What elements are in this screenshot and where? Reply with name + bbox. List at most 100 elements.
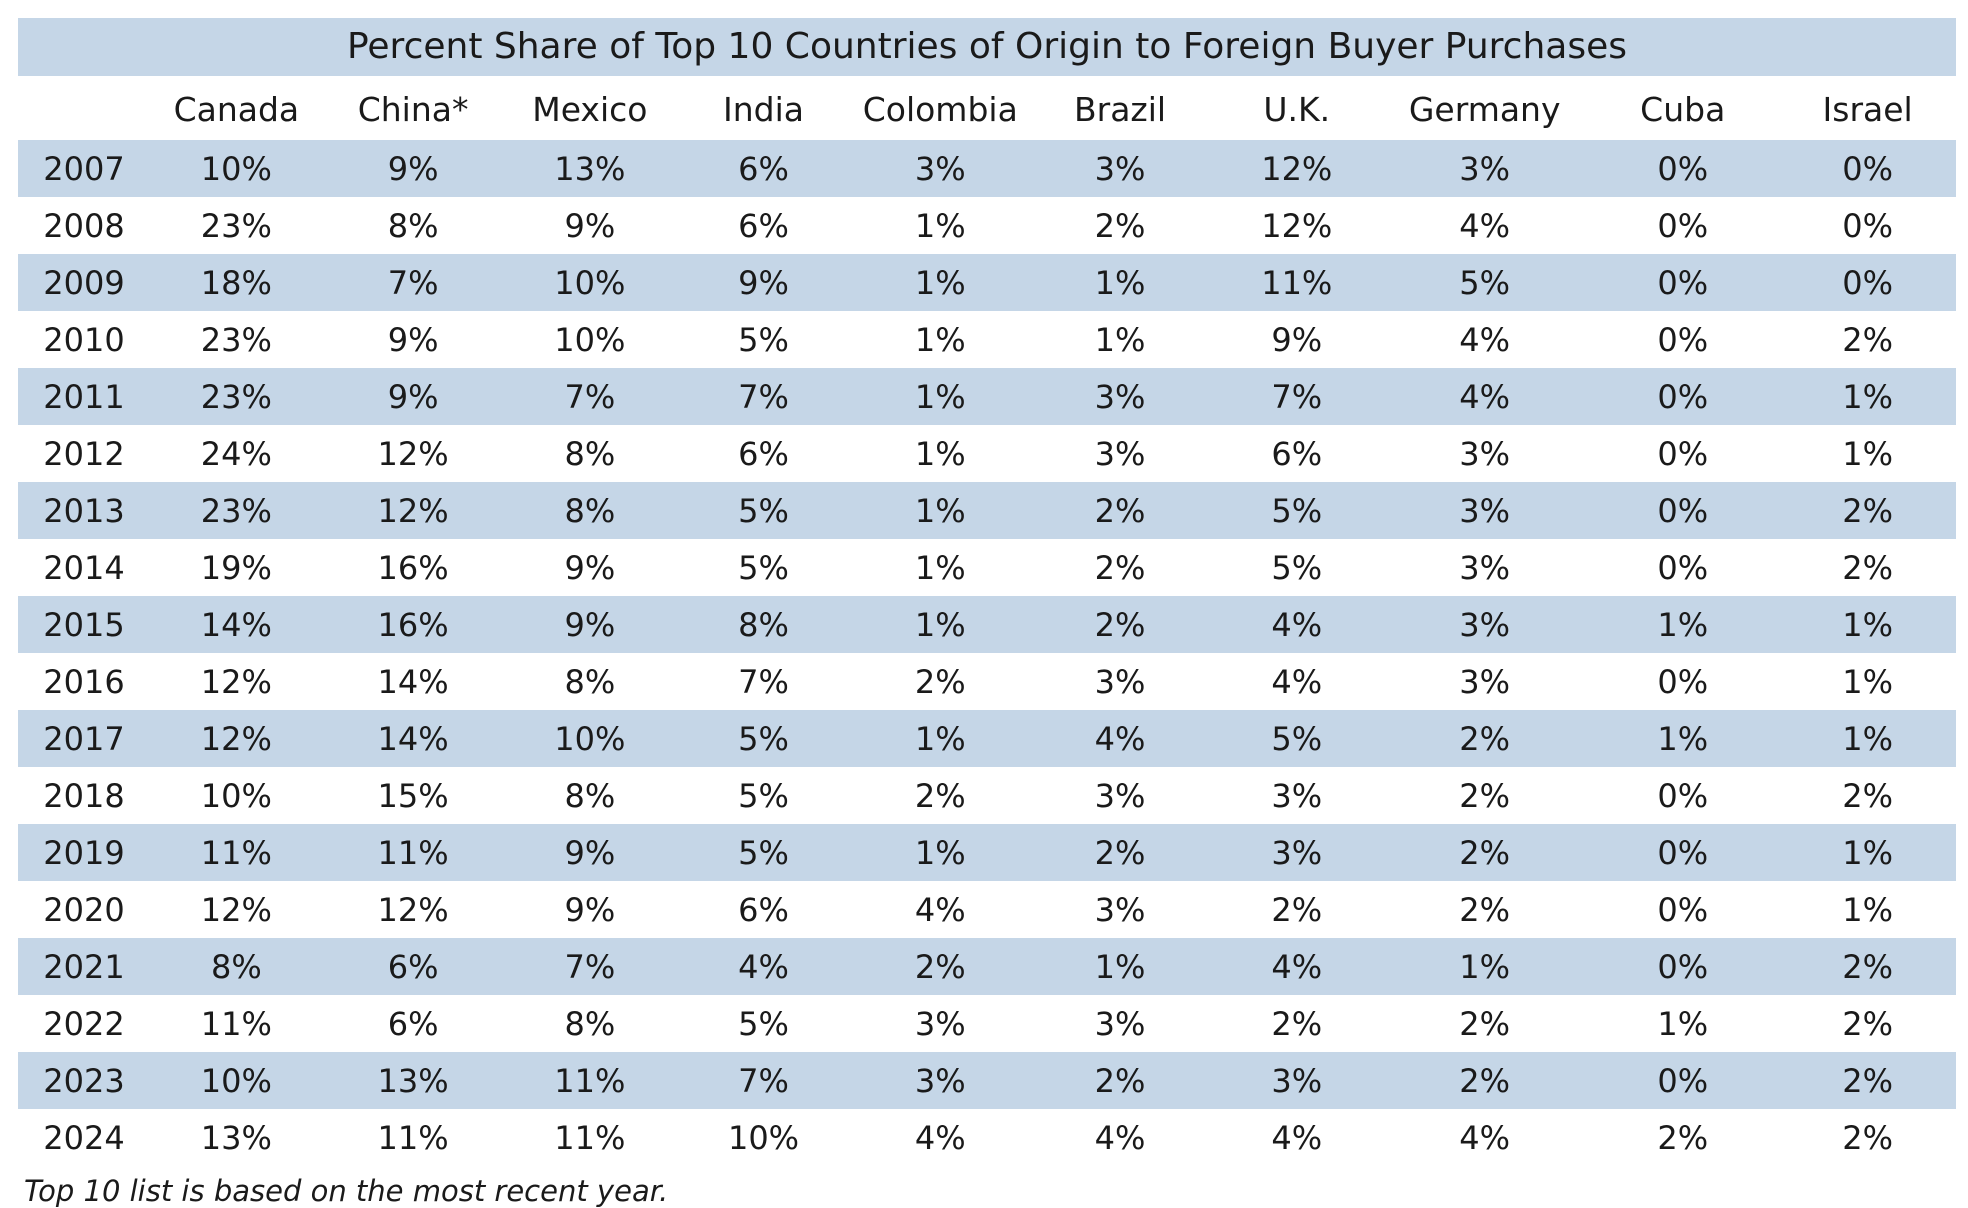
value-cell: 2%	[1094, 1061, 1146, 1100]
value-cell: 4%	[1094, 1118, 1146, 1157]
table-row: 2008 23% 8% 9% 6% 1% 2% 12% 4% 0% 0%	[18, 197, 1956, 254]
value-cell: 23%	[200, 320, 272, 359]
value-cell: 6%	[738, 149, 789, 188]
value-cell: 4%	[1271, 662, 1323, 701]
value-cell: 2%	[1094, 548, 1146, 587]
value-cell: 2%	[1842, 1061, 1893, 1100]
value-cell: 1%	[1657, 605, 1709, 644]
value-cell: 3%	[1094, 776, 1146, 815]
value-cell: 3%	[1094, 377, 1146, 416]
value-cell: 2%	[1842, 776, 1893, 815]
value-cell: 4%	[914, 890, 966, 929]
value-cell: 9%	[738, 263, 789, 302]
value-cell: 2%	[1094, 491, 1146, 530]
column-header: Mexico	[532, 89, 648, 129]
column-header: Germany	[1408, 89, 1561, 129]
table-row: 2024 13% 11% 11% 10% 4% 4% 4% 4% 2% 2%	[18, 1109, 1956, 1166]
value-cell: 6%	[738, 434, 789, 473]
value-cell: 1%	[914, 377, 966, 416]
value-cell: 8%	[738, 605, 789, 644]
table-row: 2023 10% 13% 11% 7% 3% 2% 3% 2% 0% 2%	[18, 1052, 1956, 1109]
value-cell: 4%	[914, 1118, 966, 1157]
value-cell: 9%	[387, 377, 439, 416]
value-cell: 4%	[738, 947, 789, 986]
value-cell: 12%	[1261, 206, 1333, 245]
column-header: China*	[357, 89, 469, 129]
value-cell: 9%	[564, 548, 616, 587]
value-cell: 0%	[1657, 491, 1709, 530]
value-cell: 9%	[387, 149, 439, 188]
value-cell: 9%	[387, 320, 439, 359]
year-cell: 2012	[43, 434, 125, 473]
value-cell: 9%	[1271, 320, 1323, 359]
value-cell: 2%	[1271, 1004, 1323, 1043]
value-cell: 1%	[1842, 719, 1893, 758]
column-header: U.K.	[1263, 89, 1331, 129]
value-cell: 3%	[1459, 548, 1511, 587]
value-cell: 5%	[738, 548, 789, 587]
year-cell: 2019	[43, 833, 125, 872]
value-cell: 4%	[1459, 206, 1511, 245]
value-cell: 3%	[1459, 662, 1511, 701]
value-cell: 11%	[377, 833, 449, 872]
year-cell: 2021	[43, 947, 125, 986]
value-cell: 5%	[1271, 719, 1323, 758]
value-cell: 18%	[200, 263, 272, 302]
value-cell: 5%	[738, 491, 789, 530]
value-cell: 7%	[1271, 377, 1323, 416]
year-cell: 2014	[43, 548, 125, 587]
value-cell: 10%	[200, 149, 272, 188]
value-cell: 2%	[1842, 548, 1893, 587]
year-cell: 2023	[43, 1061, 125, 1100]
value-cell: 7%	[738, 1061, 789, 1100]
table-row: 2012 24% 12% 8% 6% 1% 3% 6% 3% 0% 1%	[18, 425, 1956, 482]
value-cell: 1%	[1842, 377, 1893, 416]
value-cell: 0%	[1657, 263, 1709, 302]
year-cell: 2013	[43, 491, 125, 530]
value-cell: 2%	[1842, 320, 1893, 359]
value-cell: 1%	[1657, 1004, 1709, 1043]
value-cell: 1%	[1842, 662, 1893, 701]
data-table: Percent Share of Top 10 Countries of Ori…	[18, 18, 1956, 1166]
value-cell: 10%	[554, 719, 626, 758]
value-cell: 12%	[200, 719, 272, 758]
year-cell: 2020	[43, 890, 125, 929]
value-cell: 3%	[1094, 890, 1146, 929]
year-cell: 2015	[43, 605, 125, 644]
value-cell: 1%	[1657, 719, 1709, 758]
value-cell: 2%	[1271, 890, 1323, 929]
value-cell: 12%	[377, 491, 449, 530]
value-cell: 5%	[738, 320, 789, 359]
value-cell: 8%	[564, 434, 616, 473]
value-cell: 3%	[1271, 776, 1323, 815]
value-cell: 1%	[1094, 320, 1146, 359]
value-cell: 3%	[1094, 434, 1146, 473]
value-cell: 10%	[200, 776, 272, 815]
value-cell: 11%	[554, 1061, 626, 1100]
value-cell: 6%	[387, 1004, 439, 1043]
value-cell: 10%	[554, 263, 626, 302]
value-cell: 10%	[554, 320, 626, 359]
value-cell: 3%	[1459, 605, 1511, 644]
value-cell: 12%	[1261, 149, 1333, 188]
column-header: Colombia	[862, 89, 1018, 129]
value-cell: 7%	[738, 662, 789, 701]
value-cell: 7%	[564, 947, 616, 986]
value-cell: 4%	[1271, 605, 1323, 644]
value-cell: 0%	[1657, 833, 1709, 872]
value-cell: 5%	[738, 776, 789, 815]
value-cell: 0%	[1657, 320, 1709, 359]
value-cell: 8%	[564, 491, 616, 530]
value-cell: 9%	[564, 206, 616, 245]
value-cell: 2%	[1094, 206, 1146, 245]
value-cell: 14%	[377, 662, 449, 701]
value-cell: 1%	[1842, 434, 1893, 473]
value-cell: 8%	[564, 1004, 616, 1043]
table-row: 2011 23% 9% 7% 7% 1% 3% 7% 4% 0% 1%	[18, 368, 1956, 425]
value-cell: 12%	[377, 890, 449, 929]
value-cell: 6%	[738, 890, 789, 929]
value-cell: 11%	[1261, 263, 1333, 302]
table-row: 2021 8% 6% 7% 4% 2% 1% 4% 1% 0% 2%	[18, 938, 1956, 995]
value-cell: 8%	[210, 947, 262, 986]
